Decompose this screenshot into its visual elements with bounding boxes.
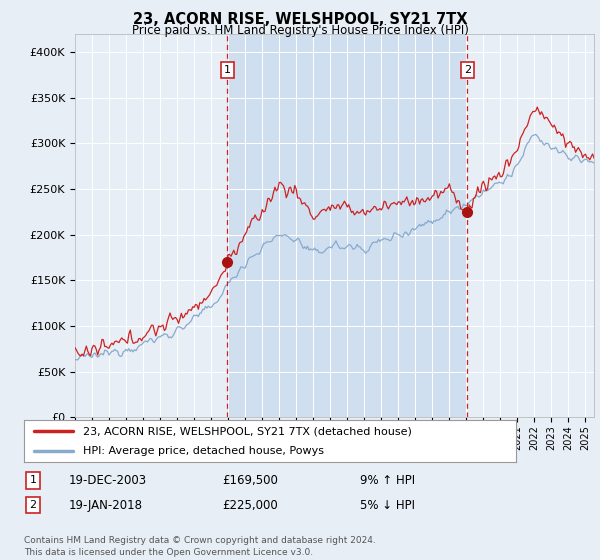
Text: 23, ACORN RISE, WELSHPOOL, SY21 7TX (detached house): 23, ACORN RISE, WELSHPOOL, SY21 7TX (det…: [83, 426, 412, 436]
Text: 5% ↓ HPI: 5% ↓ HPI: [360, 498, 415, 512]
Text: 23, ACORN RISE, WELSHPOOL, SY21 7TX: 23, ACORN RISE, WELSHPOOL, SY21 7TX: [133, 12, 467, 27]
Text: £169,500: £169,500: [222, 474, 278, 487]
Text: 1: 1: [224, 65, 231, 75]
Text: Price paid vs. HM Land Registry's House Price Index (HPI): Price paid vs. HM Land Registry's House …: [131, 24, 469, 36]
Text: 2: 2: [464, 65, 471, 75]
Text: 9% ↑ HPI: 9% ↑ HPI: [360, 474, 415, 487]
Text: HPI: Average price, detached house, Powys: HPI: Average price, detached house, Powy…: [83, 446, 324, 456]
Text: 19-DEC-2003: 19-DEC-2003: [69, 474, 147, 487]
Text: 1: 1: [29, 475, 37, 486]
Text: £225,000: £225,000: [222, 498, 278, 512]
Text: 19-JAN-2018: 19-JAN-2018: [69, 498, 143, 512]
Bar: [227, 34, 467, 417]
Text: 2: 2: [29, 500, 37, 510]
Text: Contains HM Land Registry data © Crown copyright and database right 2024.
This d: Contains HM Land Registry data © Crown c…: [24, 536, 376, 557]
